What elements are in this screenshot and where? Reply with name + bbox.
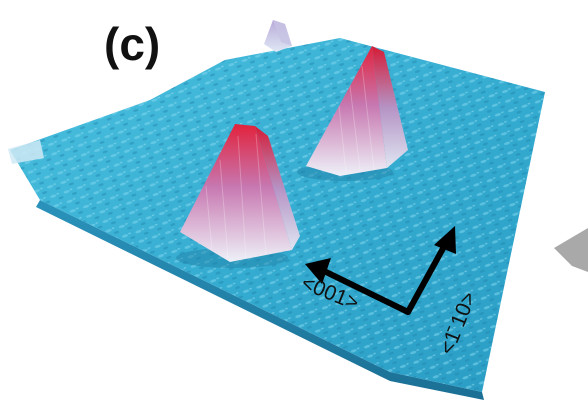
surface-left-lip xyxy=(8,140,44,164)
large-front-island xyxy=(176,124,300,268)
arrow-001-shaft xyxy=(319,267,411,315)
far-small-island xyxy=(264,20,292,52)
arrow-001-head xyxy=(305,258,331,284)
panel-label: (c) xyxy=(104,18,160,70)
crystal-direction-arrows xyxy=(305,226,456,315)
arrow-110-head xyxy=(434,226,456,254)
arrow-110-shaft xyxy=(405,240,449,315)
rear-island xyxy=(297,46,408,181)
adjacent-panel-fragment xyxy=(554,228,588,272)
